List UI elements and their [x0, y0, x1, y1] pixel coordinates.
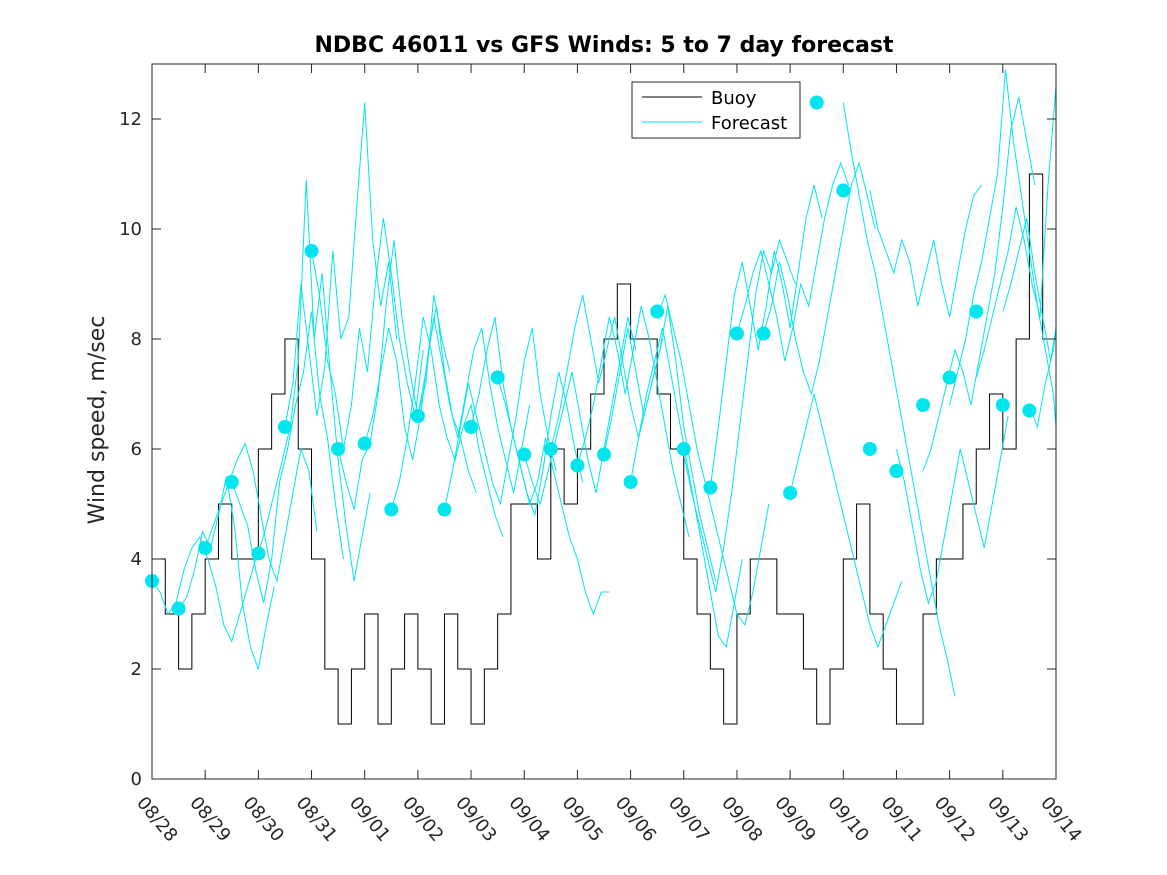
forecast-point-7	[331, 442, 346, 456]
forecast-point-1	[171, 601, 186, 616]
forecast-point-32	[995, 398, 1010, 412]
forecast-series-line-6	[284, 102, 398, 428]
forecast-series-line-14	[497, 377, 610, 616]
forecast-point-13	[490, 370, 505, 385]
forecast-series-line-22	[709, 184, 823, 488]
legend-buoy-label: Buoy	[711, 88, 757, 109]
y-tick-label-6: 6	[131, 439, 142, 460]
forecast-series-line-27	[869, 184, 982, 318]
forecast-series-line-28	[895, 415, 1009, 605]
forecast-series-line-12	[443, 327, 557, 510]
forecast-point-31	[969, 304, 984, 319]
forecast-series-line-2	[178, 476, 275, 671]
forecast-point-12	[464, 420, 479, 434]
y-axis-label: Wind speed, m/sec	[85, 316, 110, 525]
forecast-series-line-20	[656, 293, 770, 627]
y-tick-label-8: 8	[131, 329, 142, 350]
forecast-point-10	[410, 409, 425, 423]
forecast-point-26	[836, 183, 851, 198]
forecast-point-8	[357, 436, 372, 451]
forecast-point-2	[198, 541, 213, 555]
buoy-series-line	[152, 173, 1057, 725]
forecast-series-line-7	[311, 217, 424, 450]
forecast-series-line-25	[789, 393, 903, 649]
forecast-point-17	[597, 447, 611, 462]
chart-title: NDBC 46011 vs GFS Winds: 5 to 7 day fore…	[315, 33, 894, 58]
y-tick-label-0: 0	[131, 769, 142, 790]
forecast-series-line-26	[842, 102, 956, 697]
forecast-point-9	[384, 502, 399, 517]
forecast-series-line-5	[257, 179, 371, 582]
forecast-series-line-19	[630, 327, 743, 649]
forecast-point-24	[783, 486, 798, 500]
forecast-point-28	[889, 464, 904, 478]
forecast-point-22	[729, 326, 744, 341]
forecast-point-16	[570, 458, 585, 473]
forecast-series-line-24	[763, 161, 876, 396]
forecast-series-line-29	[922, 96, 1036, 472]
y-tick-label-12: 12	[119, 109, 142, 130]
forecast-series-line-30	[949, 69, 1057, 428]
forecast-series-line-33	[1028, 327, 1057, 429]
forecast-series-line-11	[417, 316, 531, 494]
forecast-point-21	[703, 480, 718, 495]
forecast-point-14	[517, 447, 532, 462]
forecast-series-line-32	[1002, 217, 1057, 362]
forecast-point-3	[224, 475, 239, 489]
forecast-series-line-17	[576, 305, 690, 538]
forecast-point-29	[916, 398, 931, 412]
forecast-point-30	[942, 370, 957, 385]
forecast-point-27	[862, 442, 877, 456]
legend-box	[631, 81, 801, 139]
y-tick-label-10: 10	[119, 219, 142, 240]
forecast-series-line-15	[523, 316, 637, 506]
forecast-point-15	[543, 442, 558, 456]
y-tick-label-2: 2	[131, 659, 142, 680]
forecast-series-line-31	[975, 85, 1057, 378]
y-tick-label-4: 4	[131, 549, 142, 570]
forecast-point-11	[437, 502, 452, 517]
forecast-point-20	[676, 442, 691, 456]
forecast-series-line-21	[683, 238, 796, 593]
forecast-series-line-8	[337, 239, 451, 510]
forecast-point-6	[304, 244, 319, 258]
axes-box	[151, 63, 1057, 780]
legend: Buoy Forecast	[631, 81, 801, 139]
forecast-series-line-18	[603, 305, 717, 582]
forecast-point-5	[277, 420, 292, 434]
forecast-point-23	[756, 326, 771, 341]
forecast-point-4	[251, 546, 266, 561]
forecast-point-18	[623, 475, 638, 489]
legend-forecast-label: Forecast	[711, 113, 787, 134]
forecast-series-line-23	[736, 161, 850, 362]
forecast-series-line-10	[390, 316, 504, 538]
forecast-point-19	[650, 304, 665, 319]
forecast-point-25	[809, 95, 824, 110]
forecast-point-33	[1022, 403, 1037, 418]
forecast-series-line-4	[231, 311, 344, 604]
forecast-series-line-3	[204, 442, 318, 583]
